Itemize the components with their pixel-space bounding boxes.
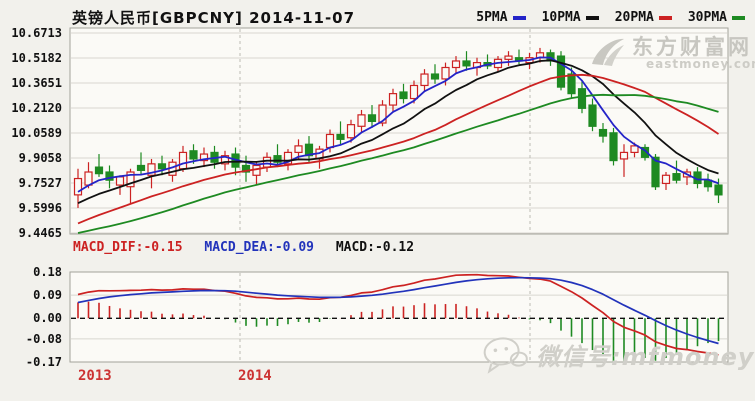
macd-dif-value: MACD_DIF:-0.15 — [73, 240, 183, 255]
x-axis-label-2014: 2014 — [238, 368, 272, 384]
x-axis-label-2013: 2013 — [78, 368, 112, 384]
price-axis-label: 10.0589 — [11, 126, 62, 140]
price-axis: 10.6713 10.5182 10.3651 10.2120 10.0589 9.905… — [0, 0, 66, 240]
macd-axis-label: 0.09 — [33, 288, 62, 303]
macd-axis-label: 0.00 — [33, 311, 62, 326]
wechat-icon — [480, 332, 531, 376]
price-axis-label: 10.6713 — [11, 26, 62, 40]
macd-axis-label: 0.18 — [33, 265, 62, 279]
macd-axis-label: -0.17 — [25, 355, 62, 369]
legend-item-10pma[interactable]: 10PMA — [542, 10, 599, 25]
eastmoney-logo-icon — [590, 36, 626, 68]
chart-title: 英镑人民币[GBPCNY] 2014-11-07 — [72, 9, 356, 27]
legend-marker-20pma — [658, 15, 672, 20]
legend-label-20pma: 20PMA — [614, 10, 654, 25]
macd-value: MACD:-0.12 — [335, 240, 415, 255]
legend-marker-30pma — [732, 15, 745, 20]
wechat-id-text: 微信号:mfmoney — [536, 342, 755, 371]
price-axis-label: 9.5996 — [18, 201, 62, 215]
macd-axis: 0.18 0.09 0.00 -0.08 -0.17 — [0, 0, 66, 401]
macd-indicator-readout: MACD_DIF:-0.15 MACD_DEA:-0.09 MACD:-0.12 — [73, 240, 428, 255]
price-axis-label: 10.3651 — [11, 76, 62, 90]
price-axis-label: 9.9058 — [18, 151, 62, 165]
price-axis-label: 10.5182 — [11, 51, 62, 65]
ma-legend: 5PMA 10PMA 20PMA 30PMA — [476, 10, 745, 25]
legend-label-5pma: 5PMA — [476, 10, 508, 25]
eastmoney-site-name: 东方财富网 — [632, 35, 752, 59]
eastmoney-watermark: 东方财富网 eastmoney.com — [590, 36, 755, 71]
macd-dea-value: MACD_DEA:-0.09 — [204, 240, 314, 255]
wechat-watermark: 微信号:mfmoney — [480, 332, 755, 376]
legend-label-10pma: 10PMA — [541, 10, 581, 25]
price-axis-label: 9.4465 — [18, 226, 62, 240]
legend-marker-10pma — [585, 15, 599, 20]
macd-axis-label: -0.08 — [25, 331, 62, 346]
legend-item-5pma[interactable]: 5PMA — [476, 10, 526, 25]
legend-item-30pma[interactable]: 30PMA — [688, 10, 745, 25]
eastmoney-site-url: eastmoney.com — [646, 57, 755, 72]
legend-item-20pma[interactable]: 20PMA — [615, 10, 672, 25]
price-axis-label: 10.2120 — [11, 101, 62, 115]
legend-label-30pma: 30PMA — [687, 10, 727, 25]
legend-marker-5pma — [512, 15, 526, 20]
price-axis-label: 9.7527 — [18, 176, 62, 190]
